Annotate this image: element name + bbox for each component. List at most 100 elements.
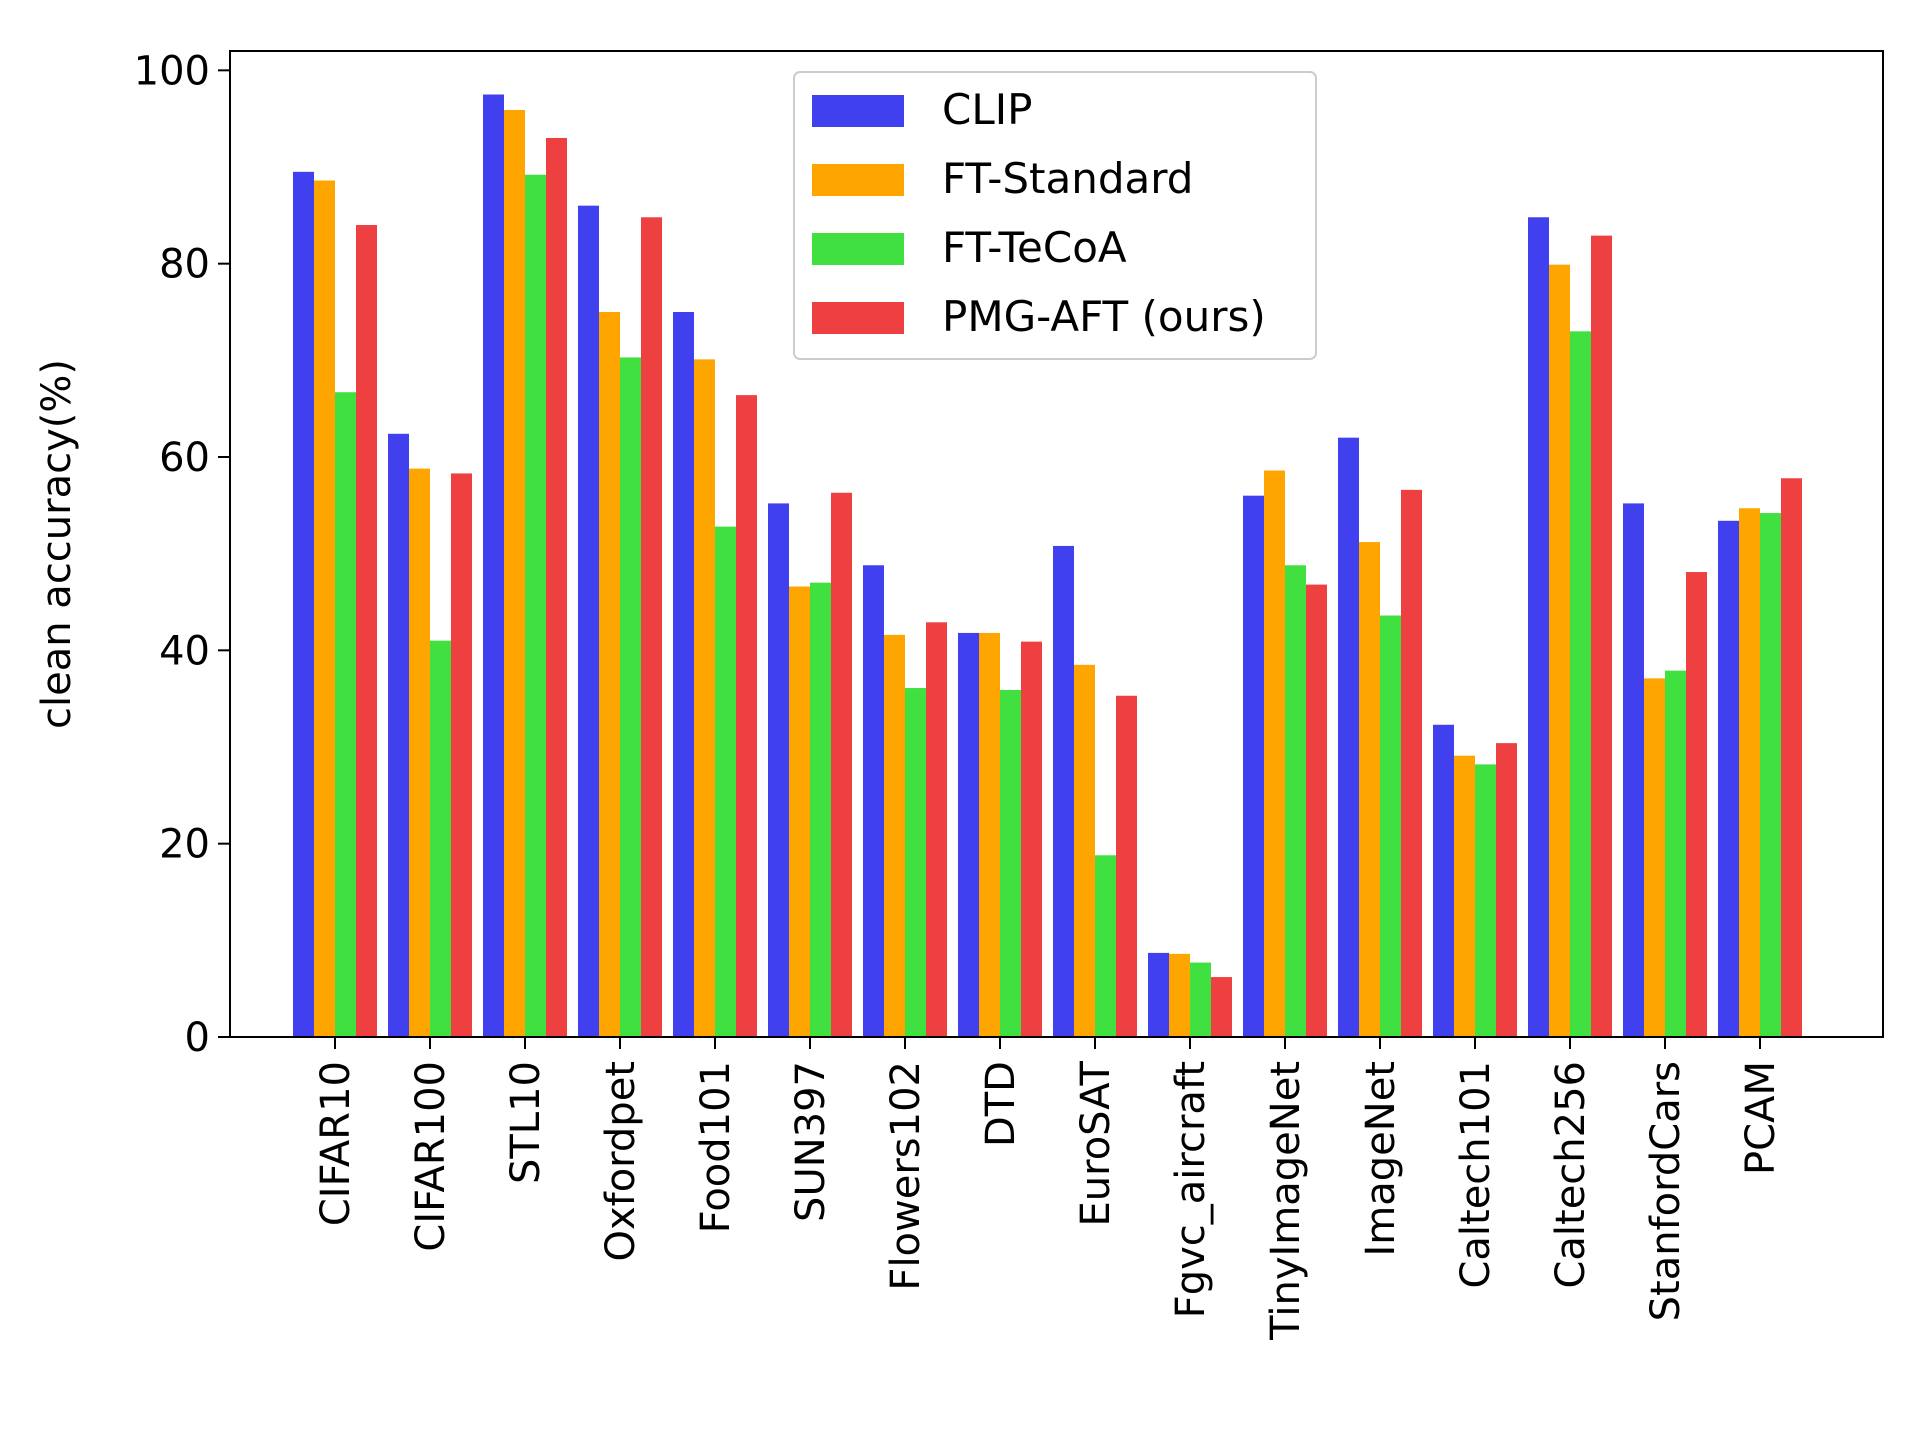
bar-caltech101-1 bbox=[1454, 755, 1475, 1037]
bar-sun397-3 bbox=[831, 492, 852, 1037]
legend-swatch bbox=[812, 233, 904, 265]
bar-cifar100-2 bbox=[430, 640, 451, 1037]
legend-swatch bbox=[812, 95, 904, 127]
bar-stl10-1 bbox=[504, 109, 525, 1037]
bar-dtd-1 bbox=[979, 632, 1000, 1037]
bar-tinyimagenet-1 bbox=[1264, 470, 1285, 1037]
x-tick-label: ImageNet bbox=[1358, 1061, 1404, 1257]
bar-food101-3 bbox=[736, 395, 757, 1038]
x-tick-label: Caltech101 bbox=[1453, 1061, 1499, 1289]
bar-stanfordcars-0 bbox=[1623, 503, 1644, 1037]
y-tick-label: 20 bbox=[159, 822, 210, 868]
bar-stanfordcars-1 bbox=[1644, 678, 1665, 1037]
bar-cifar100-0 bbox=[388, 433, 409, 1037]
bar-stl10-3 bbox=[546, 138, 567, 1037]
bar-pcam-3 bbox=[1781, 478, 1802, 1037]
bar-cifar100-1 bbox=[409, 468, 430, 1038]
bar-pcam-1 bbox=[1739, 508, 1760, 1037]
bar-stanfordcars-3 bbox=[1686, 572, 1707, 1037]
y-tick-label: 100 bbox=[134, 48, 210, 94]
bar-tinyimagenet-0 bbox=[1243, 495, 1264, 1038]
bar-oxfordpet-0 bbox=[578, 205, 599, 1037]
bar-imagenet-1 bbox=[1359, 542, 1380, 1037]
bar-caltech256-1 bbox=[1549, 264, 1570, 1038]
bar-food101-2 bbox=[715, 526, 736, 1037]
bars-group bbox=[293, 94, 1802, 1038]
x-tick-label: Flowers102 bbox=[883, 1061, 929, 1291]
legend-swatch bbox=[812, 302, 904, 334]
y-tick-label: 0 bbox=[185, 1015, 210, 1061]
bar-fgvc_aircraft-3 bbox=[1211, 977, 1232, 1037]
bar-tinyimagenet-2 bbox=[1285, 565, 1306, 1037]
legend-label: FT-TeCoA bbox=[942, 223, 1127, 272]
plot-frame bbox=[229, 50, 1884, 1038]
bar-sun397-1 bbox=[789, 586, 810, 1037]
bar-oxfordpet-2 bbox=[620, 357, 641, 1037]
bar-eurosat-1 bbox=[1074, 664, 1095, 1037]
bar-imagenet-3 bbox=[1401, 489, 1422, 1037]
bar-flowers102-2 bbox=[905, 688, 926, 1037]
bar-food101-1 bbox=[694, 359, 715, 1037]
y-tick-label: 80 bbox=[159, 242, 210, 288]
bar-dtd-2 bbox=[1000, 689, 1021, 1037]
x-tick-label: STL10 bbox=[503, 1061, 549, 1184]
bar-fgvc_aircraft-1 bbox=[1169, 953, 1190, 1037]
x-tick-label: PCAM bbox=[1738, 1061, 1784, 1175]
bar-caltech101-3 bbox=[1496, 743, 1517, 1037]
y-axis: 0 20 40 60 80 100 bbox=[134, 48, 230, 1061]
bar-flowers102-1 bbox=[884, 634, 905, 1037]
x-tick-label: Oxfordpet bbox=[598, 1061, 644, 1262]
x-tick-label: EuroSAT bbox=[1073, 1060, 1119, 1226]
bar-cifar10-1 bbox=[314, 180, 335, 1038]
bar-pcam-0 bbox=[1718, 520, 1739, 1037]
x-tick-label: CIFAR10 bbox=[313, 1061, 359, 1226]
bar-stanfordcars-2 bbox=[1665, 670, 1686, 1037]
bar-pcam-2 bbox=[1760, 513, 1781, 1037]
bar-oxfordpet-3 bbox=[641, 217, 662, 1037]
bar-cifar10-3 bbox=[356, 225, 377, 1037]
bar-fgvc_aircraft-2 bbox=[1190, 962, 1211, 1037]
bar-imagenet-0 bbox=[1338, 437, 1359, 1038]
bar-eurosat-0 bbox=[1053, 545, 1074, 1037]
bar-fgvc_aircraft-0 bbox=[1148, 952, 1169, 1037]
legend-label: CLIP bbox=[942, 85, 1032, 134]
bar-cifar10-2 bbox=[335, 392, 356, 1037]
bar-sun397-2 bbox=[810, 582, 831, 1037]
x-tick-label: Caltech256 bbox=[1548, 1061, 1594, 1289]
bar-oxfordpet-1 bbox=[599, 312, 620, 1037]
x-tick-label: SUN397 bbox=[788, 1061, 834, 1222]
x-tick-label: TinyImageNet bbox=[1263, 1061, 1309, 1341]
x-axis: CIFAR10 CIFAR100 STL10 Oxfordpet Food101 SUN3… bbox=[313, 1037, 1784, 1341]
legend: CLIP FT-Standard FT-TeCoA PMG-AFT (ours) bbox=[793, 71, 1317, 360]
y-tick-label: 60 bbox=[159, 435, 210, 481]
bar-flowers102-3 bbox=[926, 622, 947, 1037]
bar-caltech101-0 bbox=[1433, 724, 1454, 1037]
bar-caltech256-0 bbox=[1528, 217, 1549, 1037]
bar-caltech256-2 bbox=[1570, 331, 1591, 1037]
bar-stl10-0 bbox=[483, 94, 504, 1037]
legend-label: PMG-AFT (ours) bbox=[942, 292, 1266, 341]
y-axis-label: clean accuracy(%) bbox=[34, 359, 80, 729]
legend-frame bbox=[793, 71, 1317, 360]
legend-swatch bbox=[812, 164, 904, 196]
bar-eurosat-2 bbox=[1095, 855, 1116, 1037]
bar-sun397-0 bbox=[768, 503, 789, 1037]
x-tick-label: StanfordCars bbox=[1643, 1061, 1689, 1321]
bar-tinyimagenet-3 bbox=[1306, 584, 1327, 1037]
bar-dtd-0 bbox=[958, 632, 979, 1037]
bar-cifar10-0 bbox=[293, 171, 314, 1038]
legend-label: FT-Standard bbox=[942, 154, 1193, 203]
x-tick-label: DTD bbox=[978, 1061, 1024, 1147]
x-tick-label: Food101 bbox=[693, 1061, 739, 1233]
y-tick-label: 40 bbox=[159, 628, 210, 674]
bar-flowers102-0 bbox=[863, 565, 884, 1037]
bar-caltech256-3 bbox=[1591, 235, 1612, 1038]
bar-cifar100-3 bbox=[451, 473, 472, 1037]
bar-food101-0 bbox=[673, 312, 694, 1037]
bar-stl10-2 bbox=[525, 174, 546, 1037]
x-tick-label: CIFAR100 bbox=[408, 1061, 454, 1252]
bar-dtd-3 bbox=[1021, 641, 1042, 1037]
bar-eurosat-3 bbox=[1116, 695, 1137, 1037]
bar-caltech101-2 bbox=[1475, 764, 1496, 1037]
